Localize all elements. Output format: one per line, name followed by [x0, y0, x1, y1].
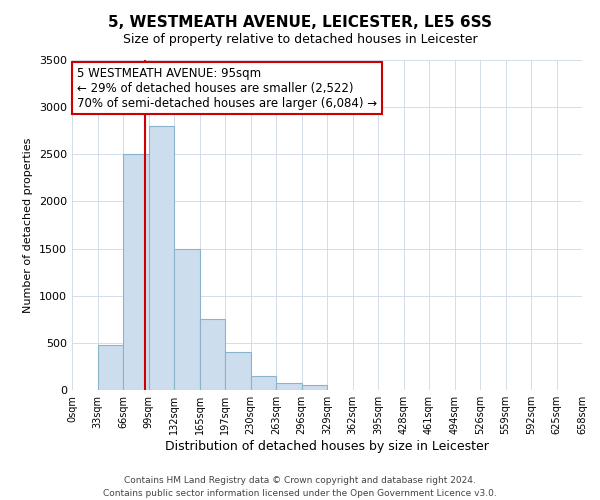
Bar [276, 384, 302, 390]
Bar [174, 248, 199, 390]
Y-axis label: Number of detached properties: Number of detached properties [23, 138, 34, 312]
Text: Size of property relative to detached houses in Leicester: Size of property relative to detached ho… [122, 32, 478, 46]
Bar [149, 126, 174, 390]
X-axis label: Distribution of detached houses by size in Leicester: Distribution of detached houses by size … [165, 440, 489, 453]
Text: Contains HM Land Registry data © Crown copyright and database right 2024.
Contai: Contains HM Land Registry data © Crown c… [103, 476, 497, 498]
Bar [302, 386, 327, 390]
Bar [199, 320, 225, 390]
Text: 5 WESTMEATH AVENUE: 95sqm
← 29% of detached houses are smaller (2,522)
70% of se: 5 WESTMEATH AVENUE: 95sqm ← 29% of detac… [77, 66, 377, 110]
Bar [225, 352, 251, 390]
Bar [97, 344, 123, 390]
Text: 5, WESTMEATH AVENUE, LEICESTER, LE5 6SS: 5, WESTMEATH AVENUE, LEICESTER, LE5 6SS [108, 15, 492, 30]
Bar [123, 154, 149, 390]
Bar [251, 376, 276, 390]
